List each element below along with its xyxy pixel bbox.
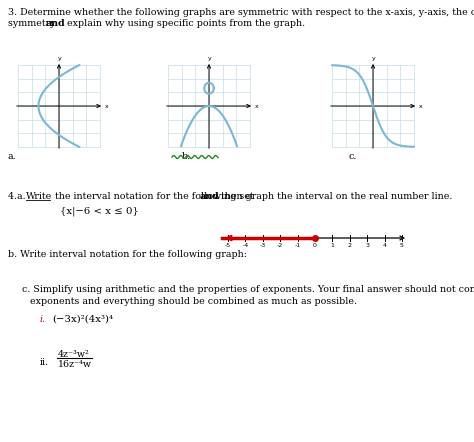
Text: 4: 4 bbox=[383, 243, 387, 248]
Text: and: and bbox=[200, 192, 219, 201]
Text: {x|−6 < x ≤ 0}: {x|−6 < x ≤ 0} bbox=[60, 207, 139, 217]
Text: c. Simplify using arithmetic and the properties of exponents. Your final answer : c. Simplify using arithmetic and the pro… bbox=[22, 285, 474, 294]
Text: a.: a. bbox=[8, 152, 17, 161]
Text: 1: 1 bbox=[330, 243, 334, 248]
Text: 0: 0 bbox=[313, 243, 317, 248]
Text: 2: 2 bbox=[348, 243, 352, 248]
Text: x: x bbox=[255, 103, 259, 108]
Text: 3: 3 bbox=[365, 243, 369, 248]
Text: y: y bbox=[58, 56, 62, 61]
Text: c.: c. bbox=[349, 152, 357, 161]
Text: explain why using specific points from the graph.: explain why using specific points from t… bbox=[64, 19, 305, 28]
Text: 4z⁻³w²: 4z⁻³w² bbox=[58, 350, 90, 359]
Text: y: y bbox=[372, 56, 376, 61]
Text: -4: -4 bbox=[242, 243, 248, 248]
Text: (−3x)²(4x³)⁴: (−3x)²(4x³)⁴ bbox=[52, 315, 113, 324]
Text: Write: Write bbox=[26, 192, 52, 201]
Text: -2: -2 bbox=[277, 243, 283, 248]
Text: -1: -1 bbox=[294, 243, 301, 248]
Text: i.: i. bbox=[40, 315, 46, 324]
Text: exponents and everything should be combined as much as possible.: exponents and everything should be combi… bbox=[30, 297, 357, 306]
Text: the interval notation for the following set: the interval notation for the following … bbox=[52, 192, 256, 201]
Text: 5: 5 bbox=[400, 243, 404, 248]
Text: y: y bbox=[208, 56, 212, 61]
Text: 16z⁻⁴w: 16z⁻⁴w bbox=[58, 360, 92, 369]
Text: symmetry: symmetry bbox=[8, 19, 58, 28]
Text: b. Write interval notation for the following graph:: b. Write interval notation for the follo… bbox=[8, 250, 247, 259]
Text: 4.a.: 4.a. bbox=[8, 192, 28, 201]
Text: 3. Determine whether the following graphs are symmetric with respect to the x-ax: 3. Determine whether the following graph… bbox=[8, 8, 474, 17]
Text: then graph the interval on the real number line.: then graph the interval on the real numb… bbox=[218, 192, 452, 201]
Text: -5: -5 bbox=[225, 243, 231, 248]
Text: -3: -3 bbox=[260, 243, 266, 248]
Text: x: x bbox=[105, 103, 109, 108]
Text: b.: b. bbox=[182, 152, 191, 161]
Text: ii.: ii. bbox=[40, 358, 49, 367]
Text: and: and bbox=[46, 19, 65, 28]
Text: x: x bbox=[419, 103, 423, 108]
